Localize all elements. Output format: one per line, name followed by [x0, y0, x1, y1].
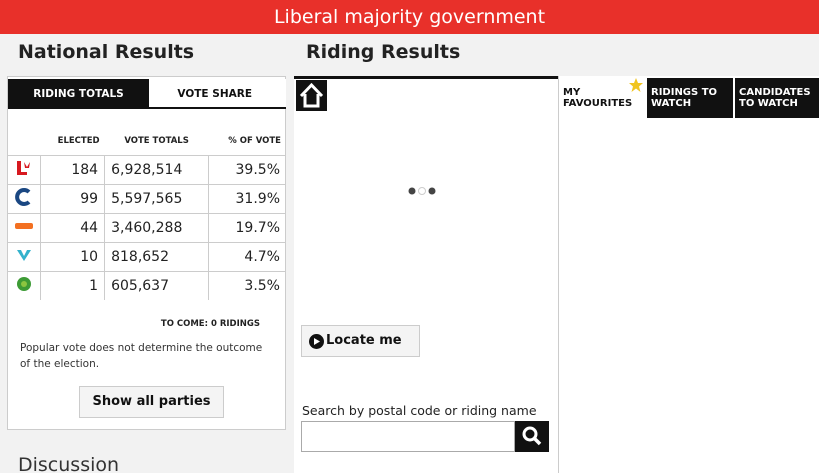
- search-input[interactable]: [301, 421, 515, 452]
- result-cell: 3.5%: [208, 271, 286, 300]
- show-all-button[interactable]: Show all parties: [79, 386, 224, 418]
- side-tab[interactable]: RIDINGS TO WATCH: [647, 78, 733, 118]
- riding-panel: Locate me Search by postal code or ridin…: [294, 76, 558, 473]
- result-row: 184 6,928,514 39.5%: [8, 155, 286, 185]
- side-tab[interactable]: CANDIDATES TO WATCH: [735, 78, 819, 118]
- party-logo: [17, 277, 31, 291]
- result-cell: 5,597,565: [104, 184, 209, 214]
- party-logo-cell: [8, 271, 41, 300]
- results-table: ELECTED VOTE TOTALS% OF VOTE 184 6,928,514 3…: [8, 127, 286, 300]
- party-logo-cell: [8, 213, 41, 243]
- result-cell: 4.7%: [208, 242, 286, 272]
- result-cell: 605,637: [104, 271, 209, 300]
- party-logo: [15, 188, 31, 206]
- result-cell: 10: [39, 242, 105, 272]
- riding-heading: Riding Results: [306, 41, 461, 63]
- result-cell: 31.9%: [208, 184, 286, 214]
- result-cell: 1: [39, 271, 105, 300]
- result-cell: 99: [39, 184, 105, 214]
- party-logo-cell: [8, 242, 41, 272]
- side-panel: MY FAVOURITES RIDINGS TO WATCH CANDIDATE…: [558, 76, 819, 473]
- result-cell: 3,460,288: [104, 213, 209, 243]
- result-cell: 44: [39, 213, 105, 243]
- header-row: ELECTED VOTE TOTALS % OF VOTE: [8, 127, 286, 156]
- party-logo: [17, 161, 30, 175]
- side-tab-label: MY FAVOURITES: [563, 87, 633, 109]
- home-button[interactable]: [296, 80, 327, 111]
- to-come: TO COME: 0 RIDINGS: [160, 319, 260, 329]
- locate-icon: [309, 334, 324, 349]
- header-cell: [8, 127, 41, 156]
- discussion-heading: Discussion: [18, 454, 120, 473]
- national-heading: National Results: [18, 41, 195, 63]
- locate-label: Locate me: [326, 333, 402, 348]
- tab[interactable]: VOTE SHARE: [149, 79, 286, 109]
- party-logo-cell: [8, 155, 41, 185]
- result-row: 10 818,652 4.7%: [8, 242, 286, 272]
- result-cell: 19.7%: [208, 213, 286, 243]
- result-row: 1 605,637 3.5%: [8, 271, 286, 300]
- note: Popular vote does not determine the outc…: [20, 342, 263, 370]
- star: [629, 78, 643, 92]
- result-row: 44 3,460,288 19.7%: [8, 213, 286, 243]
- banner: Liberal majority government: [0, 0, 819, 34]
- locate-button[interactable]: Locate me: [301, 325, 420, 357]
- result-cell: 818,652: [104, 242, 209, 272]
- search-label: Search by postal code or riding name: [302, 403, 537, 418]
- party-logo: [15, 223, 33, 229]
- side-tab[interactable]: MY FAVOURITES: [559, 78, 645, 118]
- header-cell: VOTE TOTALS: [124, 136, 189, 146]
- national-panel: RIDING TOTALS VOTE SHARE ELECTED VOTE TOT…: [7, 76, 286, 430]
- result-cell: 184: [39, 155, 105, 185]
- search-button[interactable]: [515, 421, 549, 452]
- result-cell: 39.5%: [208, 155, 286, 185]
- result-cell: 6,928,514: [104, 155, 209, 185]
- party-logo-cell: [8, 184, 41, 214]
- header-cell: ELECTED: [57, 136, 100, 146]
- loading-dots: [408, 187, 436, 195]
- header-cell: % OF VOTE: [228, 136, 281, 146]
- party-logo: [17, 250, 31, 261]
- tab[interactable]: RIDING TOTALS: [8, 79, 149, 109]
- result-row: 99 5,597,565 31.9%: [8, 184, 286, 214]
